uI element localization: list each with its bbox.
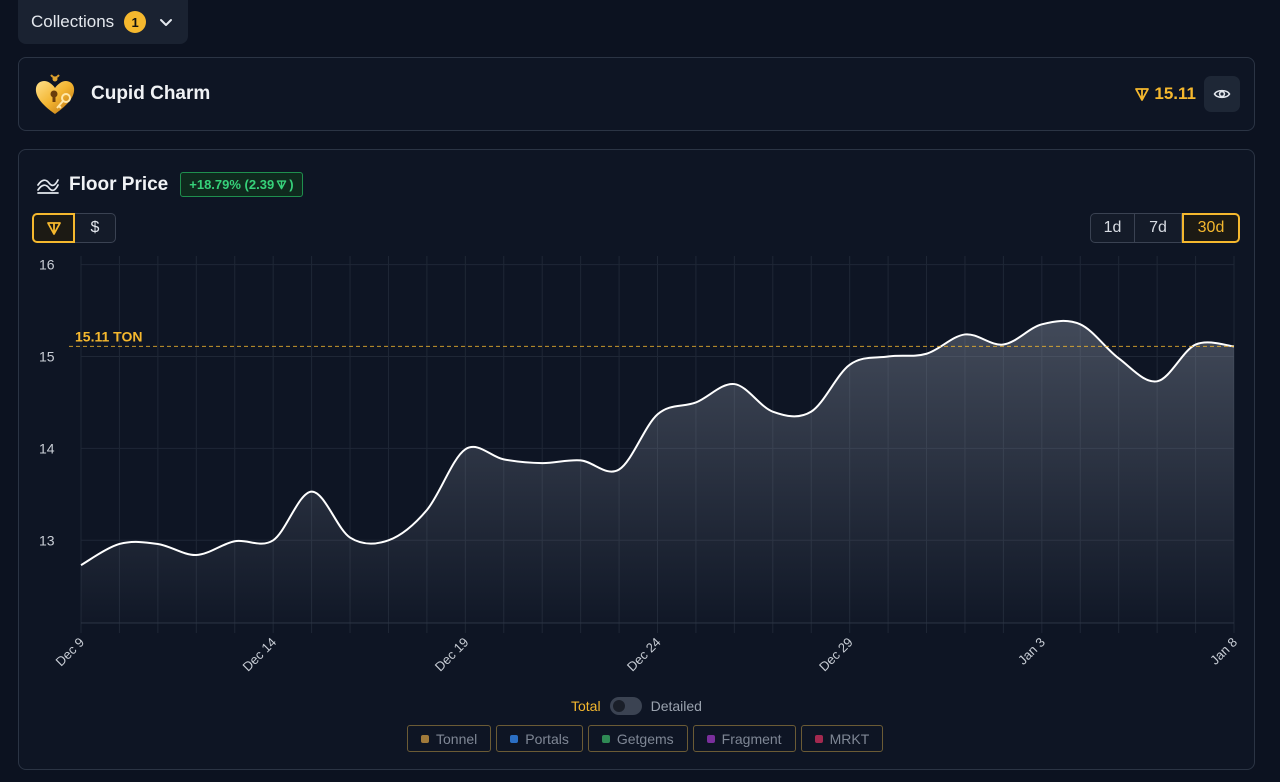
- x-tick-label: Dec 29: [816, 635, 856, 675]
- x-tick-label: Dec 24: [624, 635, 664, 675]
- y-tick-label: 16: [39, 257, 55, 273]
- view-mode-toggle: Total Detailed: [571, 697, 702, 715]
- y-tick-label: 15: [39, 348, 55, 364]
- x-tick-label: Dec 14: [240, 635, 280, 675]
- collections-dropdown[interactable]: Collections 1: [18, 0, 188, 44]
- legend-label: Portals: [525, 730, 569, 747]
- legend-item-getgems[interactable]: Getgems: [587, 725, 688, 752]
- range-1d-button[interactable]: 1d: [1090, 213, 1135, 243]
- legend-swatch: [814, 734, 823, 743]
- currency-usd-button[interactable]: $: [75, 213, 116, 243]
- price-change-badge: +18.79% (2.39 ): [180, 172, 303, 197]
- heart-lock-icon: [35, 74, 75, 114]
- ton-icon: [276, 180, 287, 190]
- legend-swatch: [601, 734, 610, 743]
- price-area: [81, 320, 1234, 623]
- current-price-label: 15.11 TON: [75, 328, 142, 344]
- x-tick-label: Jan 3: [1015, 635, 1048, 668]
- price-line: [80, 319, 1235, 566]
- floor-price-title: Floor Price: [69, 173, 169, 195]
- range-30d-button[interactable]: 30d: [1182, 213, 1240, 243]
- x-tick-label: Jan 8: [1207, 635, 1240, 668]
- legend-item-tonnel[interactable]: Tonnel: [407, 725, 492, 752]
- collections-label: Collections: [31, 12, 115, 31]
- collection-name: Cupid Charm: [91, 83, 211, 104]
- currency-toggle: $: [32, 213, 116, 243]
- legend-item-portals[interactable]: Portals: [496, 725, 583, 752]
- chevron-down-icon: [160, 19, 173, 26]
- chart-waves-icon: [37, 178, 59, 194]
- legend-label: Getgems: [616, 730, 674, 747]
- mode-detailed-label[interactable]: Detailed: [650, 698, 702, 714]
- legend-item-fragment[interactable]: Fragment: [692, 725, 796, 752]
- ton-icon: [46, 222, 61, 235]
- watch-button[interactable]: [1204, 76, 1240, 112]
- collection-price: 15.11: [1134, 84, 1196, 104]
- floor-price-chart: 13 14 15 16 15.11 TON Dec 9 Dec 14 Dec 19 Dec 24…: [39, 256, 1240, 675]
- legend-swatch: [706, 734, 715, 743]
- x-tick-label: Dec 19: [432, 635, 472, 675]
- collection-price-value: 15.11: [1154, 84, 1196, 103]
- currency-ton-button[interactable]: [32, 213, 75, 243]
- legend-swatch: [421, 734, 429, 743]
- collection-card: Cupid Charm 15.11: [18, 57, 1255, 131]
- price-change-suffix: ): [289, 177, 294, 192]
- floor-price-card: 13 14 15 16 15.11 TON Dec 9 Dec 14 Dec 19 Dec 24…: [18, 149, 1255, 770]
- range-7d-button[interactable]: 7d: [1135, 213, 1182, 243]
- x-tick-label: Dec 9: [52, 635, 87, 670]
- legend-label: Tonnel: [436, 730, 478, 747]
- price-change-text: +18.79% (2.39: [189, 177, 275, 192]
- marketplace-legend: Tonnel Portals Getgems Fragment MRKT: [407, 725, 884, 752]
- y-tick-label: 13: [39, 532, 55, 548]
- mode-switch[interactable]: [609, 697, 642, 715]
- y-tick-label: 14: [39, 440, 55, 456]
- collections-count-badge: 1: [124, 11, 147, 33]
- time-range-toggle: 1d 7d 30d: [1090, 213, 1240, 243]
- legend-label: Fragment: [721, 730, 782, 747]
- legend-label: MRKT: [829, 730, 870, 747]
- legend-item-mrkt[interactable]: MRKT: [800, 725, 884, 752]
- legend-swatch: [510, 734, 519, 743]
- ton-icon: [1135, 88, 1150, 101]
- floor-price-header: Floor Price +18.79% (2.39 ): [37, 172, 303, 197]
- mode-total-label[interactable]: Total: [571, 698, 601, 714]
- eye-icon: [1213, 89, 1231, 99]
